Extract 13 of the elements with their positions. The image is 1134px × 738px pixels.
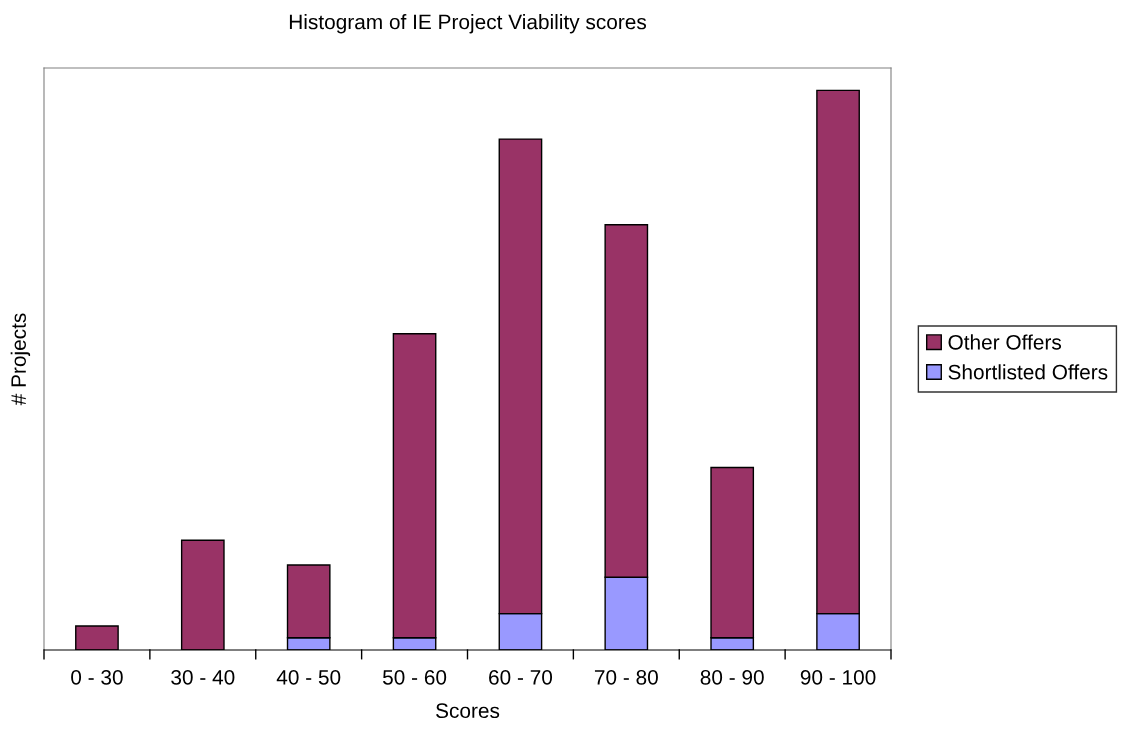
x-tick-label: 80 - 90 xyxy=(700,669,764,685)
x-axis-title: Scores xyxy=(436,703,500,719)
legend-label: Other Offers xyxy=(948,334,1062,350)
x-tick-label: 90 - 100 xyxy=(800,669,876,685)
legend-label: Shortlisted Offers xyxy=(948,364,1108,380)
x-tick-label: 50 - 60 xyxy=(382,669,447,685)
x-tick-label: 70 - 80 xyxy=(594,669,658,685)
y-axis-title: # Projects xyxy=(10,313,31,406)
x-tick-label: 60 - 70 xyxy=(489,669,553,685)
x-tick-label: 40 - 50 xyxy=(276,669,341,685)
x-tick-label: 0 - 30 xyxy=(71,669,123,685)
chart-title: Histogram of IE Project Viability scores xyxy=(289,14,647,34)
x-tick-label: 30 - 40 xyxy=(171,669,235,685)
